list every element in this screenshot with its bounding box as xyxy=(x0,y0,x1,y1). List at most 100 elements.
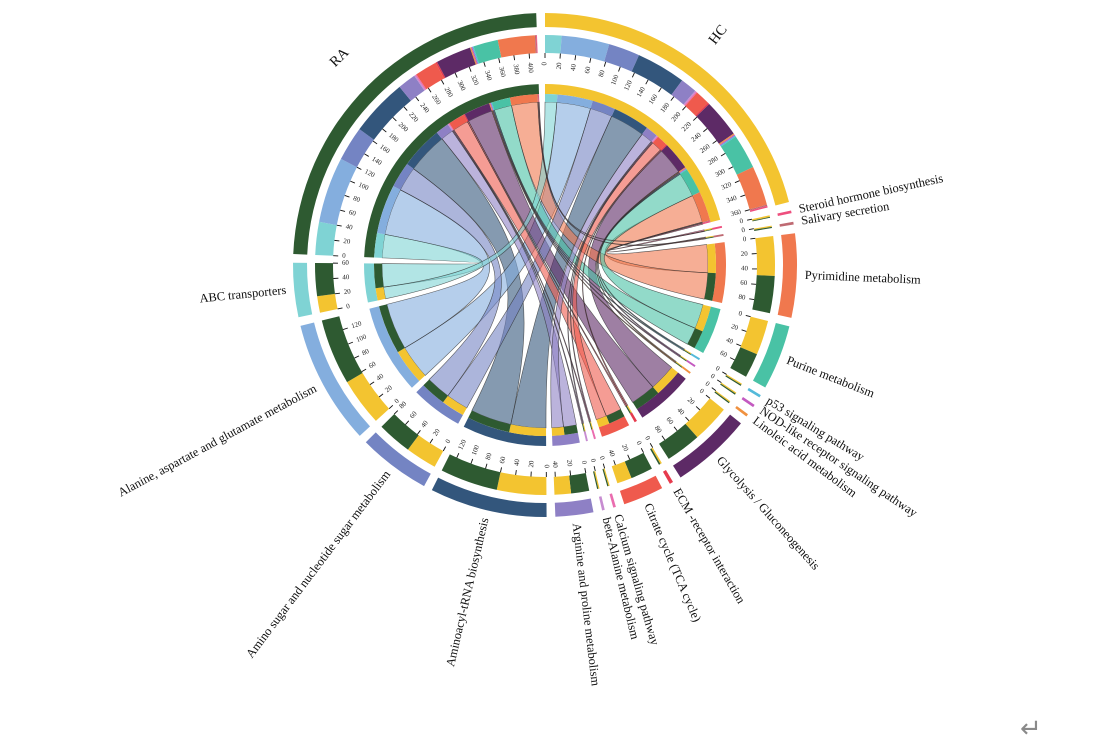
axis-tick xyxy=(382,128,387,133)
axis-tick-label: 0 xyxy=(741,227,746,235)
attachment-band-HC-salivary xyxy=(702,220,711,224)
inner-band-nod xyxy=(686,359,696,368)
outer-band-abc xyxy=(293,262,313,318)
axis-tick xyxy=(392,117,397,122)
axis-tick-label: 60 xyxy=(664,416,674,426)
composition-band-HC-arginine xyxy=(671,80,696,105)
attachment-band-HC-amino_sugar xyxy=(590,100,615,117)
attachment-band-RA-p53 xyxy=(490,102,495,111)
axis-tick xyxy=(692,116,698,121)
attachment-band-calcium-HC xyxy=(590,421,594,430)
axis-tick-label: 20 xyxy=(686,397,696,407)
axis-tick-label: 140 xyxy=(370,156,383,168)
attachment-band-purine-RA xyxy=(687,328,703,349)
attachment-band-steroid-RA xyxy=(704,229,713,232)
axis-tick-label: 20 xyxy=(556,62,564,70)
attachment-band-aminoacyl-HC xyxy=(509,424,547,437)
axis-tick-label: 60 xyxy=(368,360,378,370)
outer-band-alanine xyxy=(300,322,371,436)
pathway-label-arginine: Arginine and proline metabolism xyxy=(570,522,603,687)
axis-tick-label: 200 xyxy=(397,121,410,134)
axis-tick xyxy=(483,61,486,67)
axis-tick xyxy=(589,57,592,63)
attachment-band-HC-beta_alanine xyxy=(651,135,658,143)
attachment-band-HC-p53 xyxy=(679,168,687,174)
axis-tick xyxy=(500,467,502,473)
axis-tick-label: 60 xyxy=(740,279,748,287)
axis-tick-label: 240 xyxy=(418,102,430,115)
attachment-band-RA-calcium xyxy=(448,123,454,131)
composition-band-aminoacyl-HC xyxy=(496,472,547,496)
ribbons xyxy=(381,101,709,429)
inner-band-salivary xyxy=(713,233,724,238)
inner-band-steroid xyxy=(711,225,723,230)
axis-tick xyxy=(403,106,408,111)
outer-band-pyrimidine xyxy=(777,233,798,318)
axis-tick-label: 220 xyxy=(681,121,694,134)
attachment-band-HC-linoleic xyxy=(678,167,686,173)
composition-band-HC-amino_sugar xyxy=(604,44,640,72)
axis-tick xyxy=(441,79,445,85)
axis-tick-label: 100 xyxy=(471,444,481,457)
group-label-HC: HC xyxy=(706,22,731,48)
axis-tick-label: 100 xyxy=(610,74,620,87)
sector-bands xyxy=(293,13,798,518)
axis-tick xyxy=(593,465,596,472)
axis-tick xyxy=(584,468,587,474)
axis-tick xyxy=(744,209,750,212)
axis-tick-label: 0 xyxy=(704,380,711,388)
pathway-label-pyrimidine: Pyrimidine metabolism xyxy=(805,268,922,287)
composition-band-HC-alanine xyxy=(560,35,610,62)
axis-tick-label: 80 xyxy=(398,400,408,410)
pathway-label-abc: ABC transporters xyxy=(199,283,287,306)
axis-tick xyxy=(673,426,678,432)
axis-tick xyxy=(640,448,644,453)
attachment-band-RA-nod xyxy=(490,102,494,111)
axis-tick-label: 140 xyxy=(636,86,647,99)
axis-tick xyxy=(361,368,367,373)
axis-tick-label: 20 xyxy=(730,323,739,332)
axis-tick-label: 60 xyxy=(719,350,729,360)
inner-band-calcium xyxy=(591,429,596,440)
axis-tick-label: 360 xyxy=(730,209,742,219)
attachment-band-citrate-HC xyxy=(596,416,610,428)
attachment-band-ecm-RA xyxy=(625,405,631,414)
attachment-band-RA-aminoacyl xyxy=(407,132,442,169)
inner-band-amino_sugar xyxy=(416,385,463,424)
axis-tick-label: 0 xyxy=(543,465,550,469)
axis-tick xyxy=(348,341,354,345)
attachment-band-RA-salivary xyxy=(537,94,539,103)
axis-tick-label: 340 xyxy=(483,70,493,82)
pathway-label-amino_sugar: Amino sugar and nucleotide sugar metabol… xyxy=(243,467,393,660)
attachment-band-nod-RA xyxy=(679,356,687,362)
axis-tick-label: 400 xyxy=(526,62,534,73)
outer-band-glycolysis xyxy=(673,414,741,478)
composition-band-HC-citrate xyxy=(685,92,709,116)
inner-band-abc xyxy=(364,263,378,303)
attachment-band-beta_alanine-HC xyxy=(582,423,586,432)
axis-tick-label: 40 xyxy=(375,373,385,383)
axis-tick xyxy=(442,446,447,452)
composition-band-calcium-HC xyxy=(603,468,610,487)
axis-tick-label: 220 xyxy=(407,111,419,124)
composition-band-arginine-HC xyxy=(553,475,572,495)
axis-tick-label: 0 xyxy=(589,458,597,464)
axis-tick-label: 380 xyxy=(512,64,521,76)
composition-band-aminoacyl-RA xyxy=(441,454,501,490)
composition-band-RA-steroid xyxy=(536,35,538,54)
axis-tick-label: 320 xyxy=(469,74,479,87)
attachment-band-pyrimidine-HC xyxy=(706,243,716,274)
group-label-RA: RA xyxy=(327,44,353,70)
attachment-band-abc-RA xyxy=(374,263,384,289)
axis-tick-label: 120 xyxy=(623,79,634,92)
axis-tick xyxy=(712,140,717,144)
axis-tick-label: 120 xyxy=(363,168,376,179)
axis-tick-label: 60 xyxy=(584,66,592,75)
axis-tick-label: 320 xyxy=(720,181,733,192)
composition-band-HC-purine xyxy=(720,136,754,175)
axis-tick xyxy=(740,194,746,198)
axis-tick-label: 340 xyxy=(726,195,739,205)
axis-tick-label: 0 xyxy=(739,218,744,226)
attachment-band-RA-alanine xyxy=(377,186,401,235)
axis-tick xyxy=(736,343,742,347)
